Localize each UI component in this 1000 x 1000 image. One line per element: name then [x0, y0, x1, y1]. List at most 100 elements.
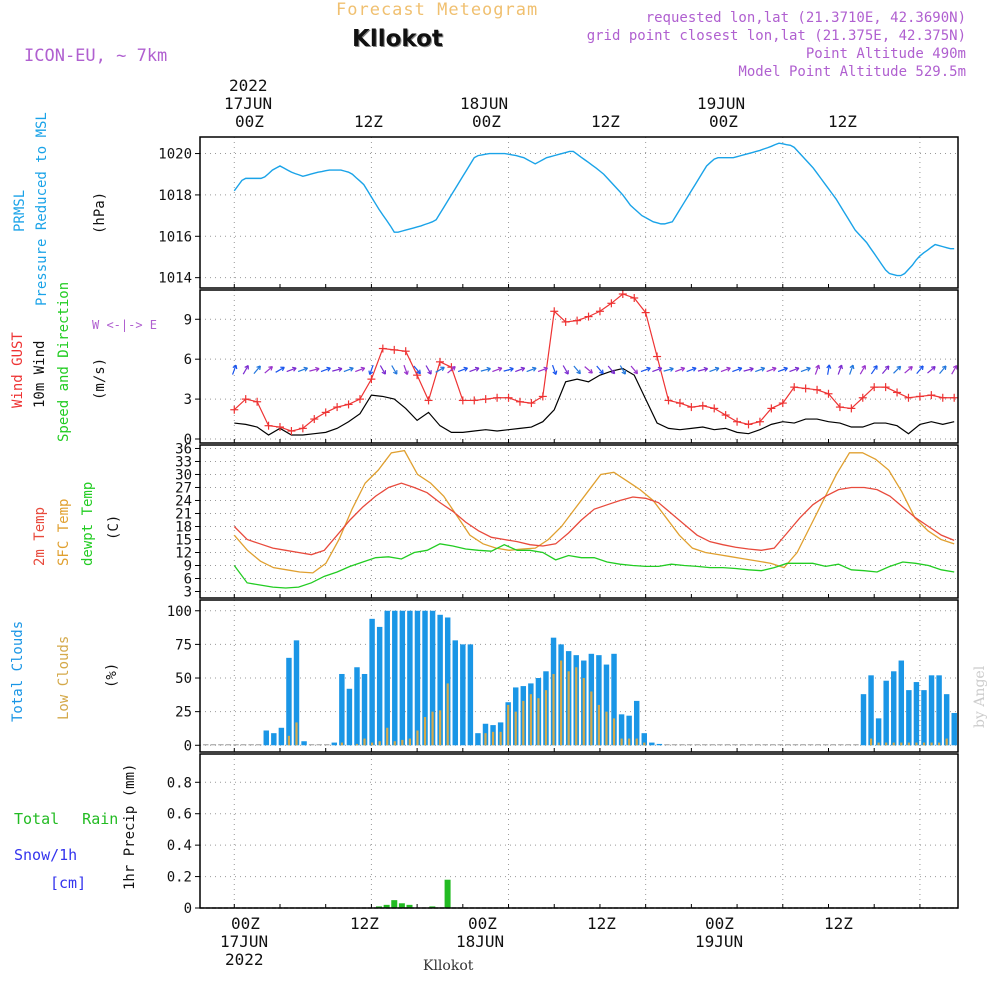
low-cloud-bar: [371, 742, 374, 746]
wind-arrow-head: [419, 369, 421, 374]
total-cloud-bar: [596, 655, 602, 746]
wind-arrow: [709, 367, 720, 373]
total-cloud-bar: [898, 660, 905, 746]
y-tick-label: 24: [175, 493, 192, 509]
wind-arrow: [686, 367, 697, 373]
wind-arrow: [242, 365, 249, 375]
wind-arrow-head: [815, 364, 820, 369]
wind-arrow-head: [794, 366, 800, 369]
y-tick-label: 1020: [158, 147, 192, 163]
y-tick-label: 15: [175, 532, 192, 548]
low-cloud-bar: [340, 742, 343, 746]
wind-arrow: [232, 364, 237, 375]
y-tick-label: 75: [175, 637, 192, 653]
low-cloud-bar: [628, 738, 631, 746]
wind-arrow: [425, 365, 432, 375]
wind-arrow-head: [931, 366, 936, 368]
total-cloud-bar: [807, 744, 814, 746]
wind-arrow-head: [849, 364, 854, 369]
wind-arrow: [573, 365, 581, 375]
low-cloud-bar: [643, 742, 646, 746]
wind-arrow: [827, 364, 830, 375]
wind-arrow-head: [303, 366, 308, 369]
top-label-00z-1: 00Z: [235, 112, 264, 131]
total-cloud-bar: [369, 618, 375, 746]
low-cloud-bar: [907, 742, 910, 746]
bottom-label-00z-3: 00Z: [705, 914, 734, 933]
y-tick-label: 27: [175, 480, 192, 496]
total-cloud-bar: [853, 744, 859, 746]
total-cloud-bar: [943, 694, 950, 746]
total-cloud-bar: [785, 744, 791, 746]
wind-arrow: [275, 366, 285, 373]
total-cloud-bar: [671, 744, 678, 746]
rain-bar: [383, 904, 390, 908]
low-cloud-bar: [582, 678, 585, 746]
wind-arrow-head: [590, 369, 593, 374]
total-cloud-bar: [951, 712, 957, 746]
wind-arrow: [951, 365, 958, 375]
low-cloud-bar: [915, 742, 918, 746]
wind-arrow: [777, 367, 788, 373]
total-cloud-bar: [686, 744, 693, 746]
wind-speed-line: [234, 367, 955, 436]
wind-gust-line: [233, 293, 955, 432]
wind-arrow: [904, 366, 913, 374]
wind-arrow-head: [772, 366, 777, 369]
total-cloud-bar: [414, 610, 421, 746]
compass-we: W <-|-> E: [92, 318, 158, 332]
total-cloud-bar: [460, 644, 466, 746]
wind-arrow-head: [714, 366, 720, 369]
total-cloud-bar: [830, 744, 836, 746]
wind-arrow-head: [486, 366, 491, 370]
total-cloud-bar: [739, 744, 746, 746]
total-cloud-bar: [384, 610, 390, 746]
total-cloud-bar: [346, 688, 353, 746]
wind-arrow-head: [749, 366, 754, 370]
wind-arrow: [503, 367, 514, 372]
total-cloud-bar: [641, 733, 647, 746]
total-cloud-bar: [724, 744, 731, 746]
wind-arrow: [403, 364, 408, 375]
wind-arrow-head: [360, 366, 365, 369]
total-cloud-bar: [777, 744, 784, 746]
panel-frame: [199, 444, 959, 599]
low-cloud-bar: [930, 742, 933, 746]
panel-frame: [199, 136, 959, 289]
wind-arrow: [697, 367, 708, 372]
total-cloud-bar: [702, 744, 708, 746]
bottom-label-12z-1: 12Z: [350, 914, 379, 933]
total-cloud-bar: [392, 610, 398, 746]
total-cloud-bar: [399, 610, 406, 746]
total-cloud-bar: [633, 700, 640, 746]
low-cloud-bar: [529, 694, 532, 746]
wind-arrow-head: [292, 366, 297, 369]
y-tick-label: 25: [175, 705, 192, 721]
top-label-12z-1: 12Z: [354, 112, 383, 131]
low-cloud-bar: [378, 741, 381, 746]
model-label: ICON-EU, ~ 7km: [24, 46, 168, 66]
low-cloud-bar: [605, 711, 608, 746]
wind-arrow: [584, 366, 593, 374]
total-cloud-bar: [422, 610, 428, 746]
sfc-line: [233, 449, 955, 574]
wind-arrow-head: [268, 366, 273, 368]
total-cloud-bar: [437, 614, 443, 746]
total-cloud-bar: [717, 744, 723, 746]
low-cloud-bar: [401, 739, 404, 746]
low-cloud-bar: [514, 711, 517, 746]
wind-arrow-head: [873, 365, 878, 368]
wind-arrow-head: [406, 370, 409, 375]
y-tick-label: 21: [175, 506, 192, 522]
y-tick-label: 18: [175, 519, 192, 535]
low-cloud-bar: [620, 738, 623, 746]
total-cloud-bar: [891, 671, 897, 746]
y-tick-label: 36: [175, 441, 192, 457]
total-cloud-bar: [278, 727, 285, 746]
wind-arrow-head: [737, 366, 742, 369]
wind-arrow: [881, 365, 890, 375]
location-title: Kllokot: [352, 26, 443, 52]
wind-arrow-head: [884, 365, 890, 368]
wind-arrow: [893, 365, 902, 374]
low-cloud-bar: [544, 690, 548, 746]
